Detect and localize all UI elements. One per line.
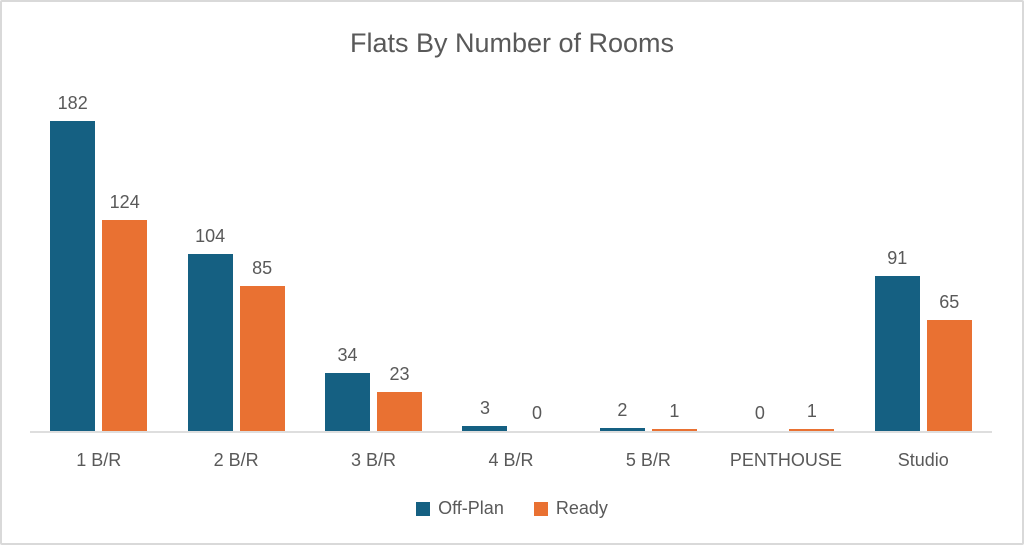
bar-ready [102,220,148,431]
legend-swatch-ready [533,501,548,516]
category-label: PENTHOUSE [729,450,842,470]
chart-title: Flats By Number of Rooms [349,28,675,58]
category-group: 2 1 5 B/R [580,87,717,470]
plot-area: 182 124 1 B/R 104 85 2 B/R 34 23 3 B/R 3 0 4 B/R 2 1 5… [30,87,992,470]
category-label: 3 B/R [351,450,397,470]
legend-item-ready: Ready [533,498,608,519]
bar-ready [926,320,972,431]
bar-off-plan [462,426,508,431]
category-group: 91 65 Studio [855,87,992,470]
category-label: 5 B/R [625,450,671,470]
legend-swatch-off-plan [416,501,431,516]
bar-ready [651,429,697,431]
category-group: 0 1 PENTHOUSE [717,87,854,470]
value-label: 23 [389,364,410,384]
category-label: Studio [897,450,949,470]
value-label: 182 [57,93,88,113]
bar-off-plan [187,254,233,431]
value-label: 0 [531,403,542,423]
value-label: 65 [939,292,960,312]
value-label: 1 [806,401,817,421]
legend-label-off-plan: Off-Plan [438,498,504,518]
bar-off-plan [599,428,645,431]
value-label: 85 [252,258,273,278]
category-group: 104 85 2 B/R [167,87,304,470]
bar-off-plan [874,276,920,431]
bar-off-plan [50,121,96,431]
value-label: 104 [195,226,226,246]
category-group: 3 0 4 B/R [442,87,579,470]
value-label: 3 [479,398,490,418]
bar-ready [239,286,285,431]
chart-legend: Off-Plan Ready [2,498,1022,519]
bar-off-plan [325,373,371,431]
bar-ready [377,392,423,431]
value-label: 124 [109,192,140,212]
legend-label-ready: Ready [555,498,608,518]
value-label: 0 [754,403,765,423]
value-label: 91 [887,248,908,268]
bar-ready [789,429,835,431]
value-label: 2 [617,400,628,420]
category-group: 34 23 3 B/R [305,87,442,470]
legend-item-off-plan: Off-Plan [416,498,504,519]
category-label: 4 B/R [488,450,534,470]
category-group: 182 124 1 B/R [30,87,167,470]
value-label: 1 [669,401,680,421]
category-label: 1 B/R [76,450,122,470]
category-label: 2 B/R [213,450,259,470]
value-label: 34 [337,345,358,365]
